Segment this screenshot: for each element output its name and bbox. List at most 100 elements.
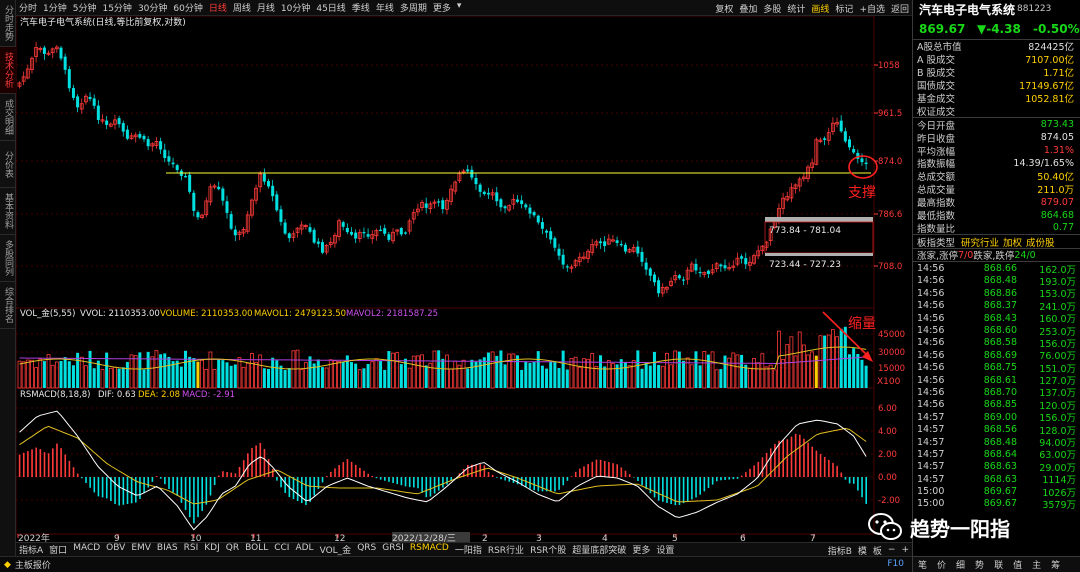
indicator-tab-10[interactable]: CCI <box>274 543 290 553</box>
status-left-text[interactable]: 主板报价 <box>14 561 51 571</box>
indicator-tab-18[interactable]: RSR个股 <box>530 546 567 556</box>
side-foot-tab-4[interactable]: 联 <box>994 561 1004 571</box>
indicator-tab-13[interactable]: QRS <box>357 543 377 553</box>
rail-tab-3[interactable]: 分价表 <box>0 141 16 188</box>
candle-body <box>557 248 561 256</box>
candle-body <box>395 229 400 232</box>
candle-body <box>449 188 454 202</box>
volume-bar <box>764 366 769 389</box>
category-item[interactable]: 加权 <box>1003 237 1023 249</box>
period-tab-12[interactable]: 年线 <box>375 4 394 14</box>
stats_b-row: 指数振幅 14.39/1.65% <box>913 157 1080 171</box>
tool-button-1[interactable]: 叠加 <box>739 4 758 15</box>
rail-tab-1[interactable]: 技术分析 <box>0 47 16 94</box>
macd-y-label: 4.00 <box>878 427 897 437</box>
macd-bar <box>496 477 498 478</box>
period-tab-1[interactable]: 1分钟 <box>43 4 67 14</box>
candle-body <box>503 206 507 209</box>
period-tab-7[interactable]: 周线 <box>232 4 251 14</box>
indicator-tab-6[interactable]: RSI <box>183 543 199 553</box>
period-tab-3[interactable]: 15分钟 <box>102 4 132 14</box>
volume-bar <box>150 356 155 389</box>
bottom-right-tab-0[interactable]: 指标B <box>827 546 852 557</box>
period-tab-11[interactable]: 季线 <box>351 4 370 14</box>
tool-button-5[interactable]: 标记 <box>835 4 854 15</box>
period-tab-13[interactable]: 多周期 <box>399 4 427 14</box>
period-tab-8[interactable]: 月线 <box>256 4 275 14</box>
side-foot-tab-3[interactable]: 势 <box>975 561 985 571</box>
period-tab-10[interactable]: 45日线 <box>316 4 346 14</box>
macd-bar <box>188 477 191 518</box>
period-tab-4[interactable]: 30分钟 <box>137 4 168 14</box>
period-tab-2[interactable]: 5分钟 <box>72 4 97 14</box>
period-tab-0[interactable]: 分时 <box>19 4 38 14</box>
side-foot-tab-7[interactable]: 筹 <box>1051 561 1061 571</box>
macd-bar <box>475 464 477 477</box>
zoom-in-icon[interactable]: + <box>901 545 909 555</box>
macd-bar <box>525 477 527 488</box>
tick-list[interactable]: 14:56 868.66 162.0万 14:56 868.48 193.0万 14:56 8… <box>913 262 1080 511</box>
vol-legend-name: VOL_金(5,55) <box>20 308 75 319</box>
indicator-tab-8[interactable]: QR <box>225 543 240 553</box>
zoom-out-icon[interactable]: − <box>887 545 896 555</box>
period-tab-5[interactable]: 60分钟 <box>173 4 203 14</box>
side-foot-tab-1[interactable]: 价 <box>937 561 947 571</box>
volume-bar <box>698 365 702 388</box>
indicator-tab-11[interactable]: ADL <box>295 543 314 553</box>
indicator-tab-17[interactable]: RSR行业 <box>487 546 525 556</box>
bottom-right-tab-1[interactable]: 模 <box>857 546 867 557</box>
side-foot-tab-6[interactable]: 主 <box>1032 561 1042 571</box>
category-item[interactable]: 成份股 <box>1026 237 1055 249</box>
indicator-tab-19[interactable]: 超量底部突破 <box>572 546 627 556</box>
volume-bar <box>503 364 507 388</box>
indicator-tab-16[interactable]: 一阳指 <box>454 546 482 556</box>
indicator-tab-0[interactable]: 指标A <box>19 546 44 556</box>
indicator-tab-3[interactable]: OBV <box>106 543 126 553</box>
side-foot-tab-2[interactable]: 细 <box>956 561 966 571</box>
indicator-tab-15[interactable]: RSMACD <box>409 543 449 553</box>
candle-body <box>100 119 105 122</box>
rail-tab-0[interactable]: 分时走势 <box>0 0 16 47</box>
rail-tab-4[interactable]: 基本资料 <box>0 188 16 235</box>
rail-tab-2[interactable]: 成交明细 <box>0 94 16 141</box>
indicator-tab-20[interactable]: 更多 <box>632 546 651 556</box>
tool-button-4[interactable]: 画线 <box>811 4 830 15</box>
side-foot-tab-5[interactable]: 值 <box>1013 561 1023 571</box>
indicator-tab-2[interactable]: MACD <box>73 543 101 553</box>
indicator-tab-9[interactable]: BOLL <box>245 543 269 553</box>
rail-tab-5[interactable]: 多股同列 <box>0 235 16 282</box>
indicator-tab-1[interactable]: 窗口 <box>49 546 68 556</box>
chart-canvas[interactable]: 汽车电子电气系统(日线,等比前复权,对数) 支撑 773.84 - 781.04… <box>15 15 912 544</box>
volume-bar <box>59 360 63 388</box>
period-tab-9[interactable]: 10分钟 <box>280 4 311 14</box>
indicator-tab-5[interactable]: BIAS <box>156 543 178 553</box>
indicator-tab-7[interactable]: KDJ <box>204 543 220 553</box>
indicator-tab-21[interactable]: 设置 <box>656 546 675 556</box>
f10-button[interactable]: F10 <box>887 559 904 569</box>
tool-button-0[interactable]: 复权 <box>715 4 734 15</box>
stats_b-label: 总成交额 <box>917 172 956 184</box>
period-tab-6[interactable]: 日线 <box>208 4 227 14</box>
tool-button-3[interactable]: 统计 <box>787 4 806 15</box>
bottom-right-tab-2[interactable]: 板 <box>872 546 882 557</box>
candle-body <box>636 246 640 254</box>
volume-unit: X100 <box>877 377 901 387</box>
macd-bar <box>226 471 228 477</box>
category-item[interactable]: 研究行业 <box>961 237 1000 249</box>
tool-button-6[interactable]: +自选 <box>859 4 885 15</box>
volume-bar <box>428 362 433 389</box>
indicator-tab-12[interactable]: VOL_金 <box>319 546 352 556</box>
volume-bar <box>831 329 835 389</box>
indicator-tab-4[interactable]: EMV <box>131 543 151 553</box>
dropdown-icon[interactable]: ▾ <box>456 1 462 11</box>
tool-button-2[interactable]: 多股 <box>763 4 782 15</box>
indicator-tab-14[interactable]: GRSI <box>382 543 404 553</box>
period-tab-14[interactable]: 更多 <box>432 4 451 14</box>
volume-y-axis: 45000 30000 15000 <box>878 330 905 374</box>
kline-chart-area[interactable]: 汽车电子电气系统(日线,等比前复权,对数) 支撑 773.84 - 781.04… <box>15 15 912 544</box>
candle-body <box>188 174 192 192</box>
rail-tab-6[interactable]: 综合排名 <box>0 282 16 329</box>
tool-button-7[interactable]: 返回 <box>890 4 909 15</box>
volume-bar <box>461 359 466 389</box>
side-foot-tab-0[interactable]: 笔 <box>918 561 928 571</box>
